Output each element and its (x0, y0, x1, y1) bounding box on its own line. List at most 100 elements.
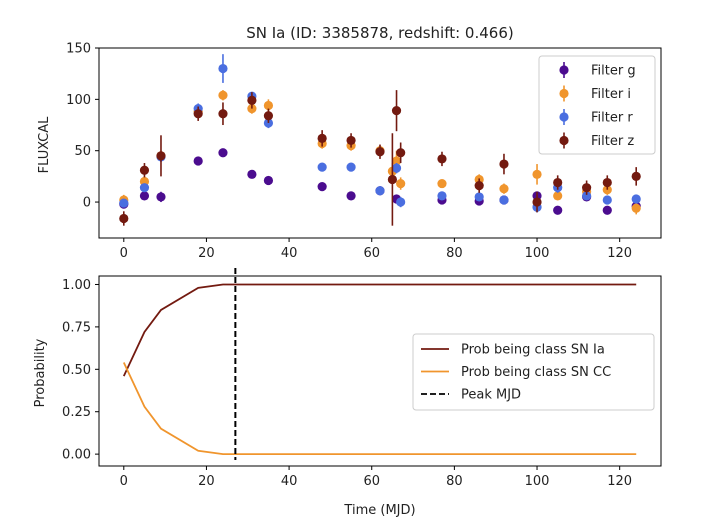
data-point (631, 203, 641, 213)
data-point (391, 106, 402, 116)
data-point (139, 165, 150, 175)
data-point (346, 162, 356, 172)
data-point (582, 183, 592, 193)
y-tick-label: 50 (74, 144, 91, 159)
x-tick-label: 20 (198, 246, 215, 261)
data-point (218, 63, 228, 74)
data-point (218, 90, 228, 100)
data-point (317, 182, 327, 192)
data-point (631, 194, 641, 204)
light-curve-chart: SN Ia (ID: 3385878, redshift: 0.466) FLU… (37, 24, 662, 262)
light-curve-plot-frame (98, 47, 662, 239)
data-point (346, 135, 356, 146)
data-point (396, 178, 406, 189)
data-point (218, 148, 228, 158)
data-point (437, 191, 447, 201)
x-tick-label: 0 (120, 246, 128, 261)
data-point (553, 177, 563, 188)
data-point (263, 111, 274, 121)
light-curve-ticks: 0 20 40 60 80 100 120 0 50 100 150 (66, 42, 632, 262)
data-point (193, 109, 203, 119)
x-tick-label: 100 (525, 474, 550, 489)
data-point (602, 177, 612, 188)
data-point (346, 191, 356, 201)
probability-legend: Prob being class SN Ia Prob being class S… (412, 333, 655, 411)
legend-marker (559, 88, 569, 99)
data-point (499, 159, 509, 169)
y-axis-label-fluxcal: FLUXCAL (37, 116, 52, 174)
series-line-prob-being-class-sn-ia (122, 283, 637, 377)
light-curve-points (119, 54, 641, 226)
data-point (474, 181, 484, 191)
y-tick-label: 0.75 (62, 320, 91, 335)
data-point (474, 192, 484, 202)
y-tick-label: 100 (66, 93, 91, 108)
series-filter-z (119, 90, 641, 226)
data-point (437, 178, 447, 189)
data-point (139, 183, 150, 193)
legend-item-prob-being-class-sn-cc: Prob being class SN CC (421, 365, 611, 380)
probability-ticks: 0 20 40 60 80 100 120 0.00 0.25 0.50 0.75 1.00 (62, 278, 632, 489)
data-point (387, 174, 397, 185)
x-tick-label: 100 (525, 246, 550, 261)
data-point (602, 195, 612, 205)
data-point (532, 197, 542, 207)
data-point (156, 151, 166, 161)
legend-box (538, 55, 656, 155)
legend-marker (559, 135, 569, 146)
legend-label: Prob being class SN Ia (461, 343, 605, 358)
legend-label: Filter r (591, 111, 633, 126)
data-point (119, 198, 129, 208)
probability-lines (122, 268, 637, 460)
data-point (499, 184, 509, 194)
legend-label: Peak MJD (461, 388, 521, 403)
data-point (375, 186, 385, 196)
legend-label: Filter g (591, 64, 636, 79)
data-point (391, 156, 402, 166)
series-filter-r (119, 54, 641, 213)
legend-label: Filter i (591, 87, 631, 102)
series-line-prob-being-class-sn-cc (122, 362, 637, 456)
legend-marker (559, 65, 569, 75)
data-point (582, 191, 592, 201)
x-tick-label: 20 (198, 474, 215, 489)
legend-item-peak-mjd: Peak MJD (421, 388, 521, 403)
data-point (317, 133, 327, 143)
legend-item-prob-being-class-sn-ia: Prob being class SN Ia (421, 343, 605, 358)
x-tick-label: 0 (120, 474, 128, 489)
data-point (263, 100, 274, 111)
data-point (193, 156, 203, 166)
data-point (218, 109, 228, 119)
data-point (602, 205, 612, 215)
data-point (499, 195, 509, 205)
legend-item-filter-r: Filter r (559, 109, 633, 126)
y-axis-label-probability: Probability (33, 338, 48, 407)
data-point (532, 169, 542, 179)
legend-marker (559, 112, 569, 122)
x-tick-label: 40 (281, 474, 298, 489)
probability-plot-frame (98, 275, 662, 467)
legend-item-filter-z: Filter z (559, 132, 634, 149)
x-tick-label: 120 (607, 474, 632, 489)
legend-item-filter-i: Filter i (559, 85, 631, 102)
x-axis-label-time: Time (MJD) (343, 503, 415, 518)
data-point (391, 163, 402, 173)
data-point (119, 213, 129, 224)
data-point (553, 205, 563, 215)
y-tick-label: 150 (66, 42, 91, 57)
data-point (139, 191, 150, 201)
x-tick-label: 80 (446, 246, 463, 261)
y-tick-label: 0.25 (62, 405, 91, 420)
data-point (631, 171, 641, 181)
data-point (263, 175, 274, 186)
data-point (156, 192, 166, 202)
x-tick-label: 60 (363, 246, 380, 261)
data-point (396, 148, 406, 158)
x-tick-label: 40 (281, 246, 298, 261)
chart-title: SN Ia (ID: 3385878, redshift: 0.466) (246, 24, 513, 42)
y-tick-label: 1.00 (62, 278, 91, 293)
data-point (553, 191, 563, 201)
data-point (396, 197, 406, 207)
data-point (247, 169, 257, 179)
